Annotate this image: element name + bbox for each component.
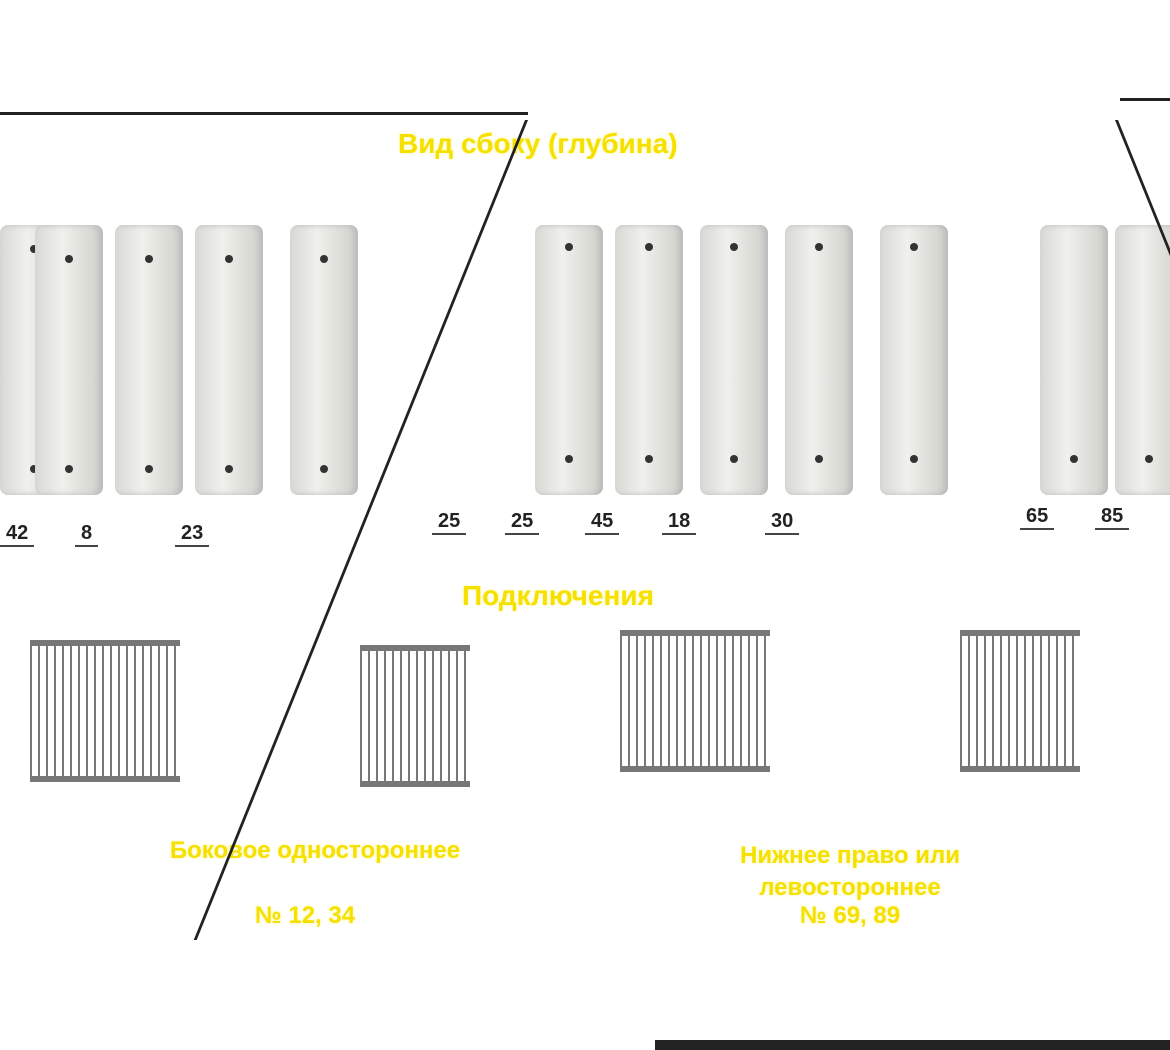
connections-title: Подключения (462, 580, 654, 611)
dimension-label: 42 (0, 522, 35, 547)
radiator-section (290, 225, 358, 495)
connection-numbers: № 12, 34 (254, 902, 356, 929)
dimension-label: 25 (505, 510, 540, 535)
radiator-diagram (360, 645, 470, 787)
dimension-label: 18 (662, 510, 697, 535)
dimension-label: 45 (585, 510, 620, 535)
radiator-diagram (30, 640, 180, 782)
radiator-section (535, 225, 603, 495)
radiator-diagram (620, 630, 770, 772)
radiator-section (615, 225, 683, 495)
radiator-section (700, 225, 768, 495)
radiator-section (1115, 225, 1170, 495)
radiator-section (1040, 225, 1108, 495)
side-view-title: Вид сбоку (глубина) (398, 128, 678, 159)
dimension-label: 23 (175, 522, 210, 547)
connection-label: Нижнее право или левостороннее (740, 842, 960, 901)
radiator-section (195, 225, 263, 495)
dimension-label: 30 (765, 510, 800, 535)
radiator-section (35, 225, 103, 495)
frame-line (655, 1040, 1170, 1050)
radiator-section (115, 225, 183, 495)
radiator-diagram (960, 630, 1080, 772)
dimension-label: 85 (1095, 505, 1130, 530)
connection-label: Боковое одностороннее (169, 837, 461, 864)
dimension-label: 65 (1020, 505, 1055, 530)
frame-line (0, 112, 528, 115)
radiator-section (880, 225, 948, 495)
frame-line (1120, 98, 1170, 101)
radiator-section (785, 225, 853, 495)
dimension-label: 8 (75, 522, 99, 547)
dimension-label: 25 (432, 510, 467, 535)
connection-numbers: № 69, 89 (799, 902, 901, 929)
